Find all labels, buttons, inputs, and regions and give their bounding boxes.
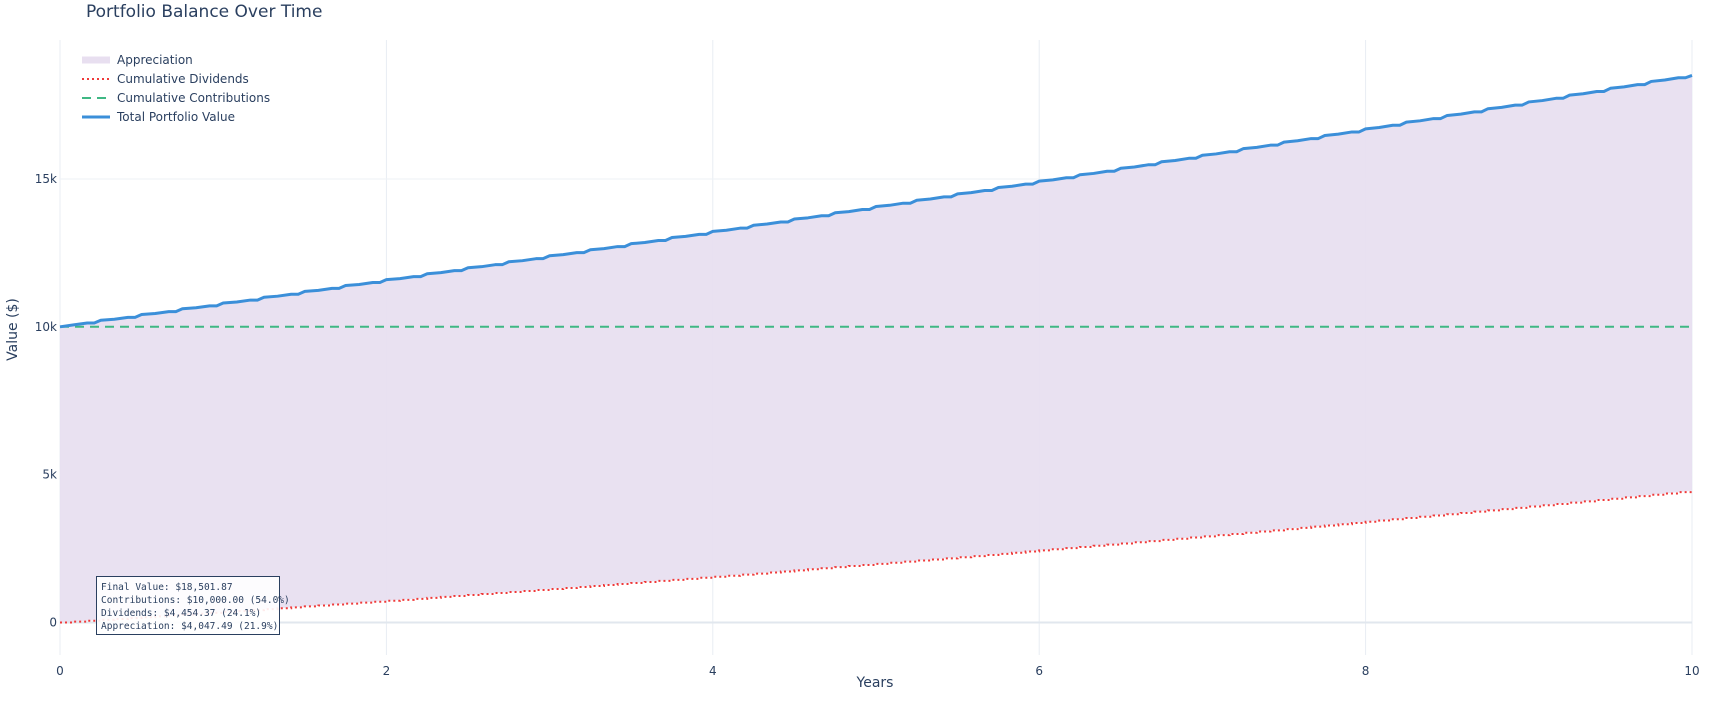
y-tick-label-1: 5k [42, 468, 57, 482]
legend-label-3: Total Portfolio Value [116, 110, 235, 124]
x-tick-label-4: 8 [1362, 664, 1370, 678]
x-tick-label-5: 10 [1684, 664, 1699, 678]
dividends-line [60, 490, 1693, 624]
annotation-contributions: Contributions: $10,000.00 (54.0%) [101, 595, 290, 606]
annotation-appreciation: Appreciation: $4,047.49 (21.9%) [101, 621, 279, 632]
x-tick-label-2: 4 [709, 664, 717, 678]
y-tick-label-0: 0 [49, 615, 57, 629]
x-axis-title: Years [856, 675, 894, 691]
x-tick-label-1: 2 [383, 664, 391, 678]
y-axis-title: Value ($) [5, 298, 21, 361]
appreciation-area [60, 75, 1692, 623]
legend-label-2: Cumulative Contributions [117, 91, 270, 105]
summary-annotation: Final Value: $18,501.87 Contributions: $… [96, 576, 290, 635]
y-tick-label-2: 10k [35, 320, 57, 334]
x-tick-label-0: 0 [56, 664, 64, 678]
x-tick-label-3: 6 [1035, 664, 1043, 678]
y-tick-label-3: 15k [35, 172, 57, 186]
legend-label-0: Appreciation [117, 53, 193, 67]
chart-title: Portfolio Balance Over Time [86, 2, 323, 22]
legend-label-1: Cumulative Dividends [117, 72, 249, 86]
annotation-dividends: Dividends: $4,454.37 (24.1%) [101, 608, 262, 619]
annotation-final-value: Final Value: $18,501.87 [101, 582, 233, 593]
total-value-line [59, 74, 1693, 329]
